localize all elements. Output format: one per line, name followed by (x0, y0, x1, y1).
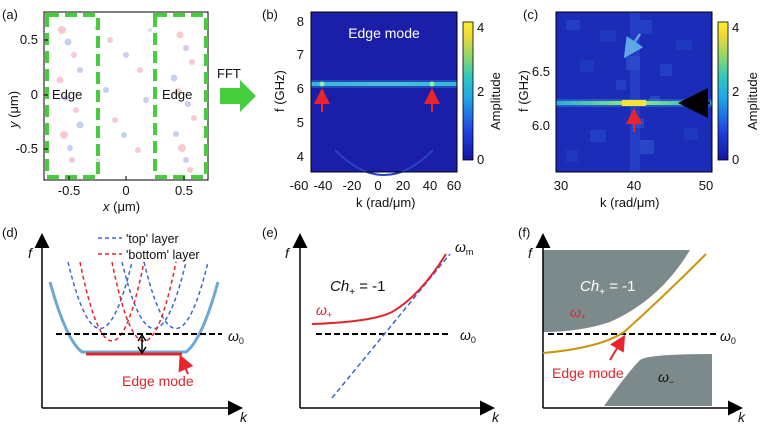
a-xtick: 0.5 (175, 183, 193, 198)
c-xtick: 30 (554, 178, 568, 193)
d-bottom-parabolas (79, 261, 177, 342)
d-bulk-band (48, 281, 220, 354)
f-omega-plus-label: ω+ (570, 304, 586, 322)
panel-a-label: (a) (2, 7, 18, 22)
b-xtick: -20 (343, 178, 362, 193)
panel-e: (e) f k Ch+ = -1 ω0 ωm ω+ (262, 225, 500, 425)
f-upper-band-region (543, 250, 690, 332)
panel-b-label: (b) (262, 7, 278, 22)
b-xtick: 40 (423, 178, 437, 193)
panel-d-label: (d) (2, 225, 18, 240)
c-xtick: 50 (699, 178, 713, 193)
e-omega-plus-label: ω+ (316, 302, 332, 320)
b-hotspot-right (429, 81, 435, 87)
b-colorbar (462, 21, 474, 161)
b-ytick: 6 (297, 81, 304, 96)
b-cbar-tick: 4 (477, 20, 484, 35)
b-xtick: 20 (396, 178, 410, 193)
f-omega-minus-label: ω− (658, 369, 674, 387)
b-xtick: -40 (314, 178, 333, 193)
e-chern-label: Ch+ = -1 (330, 278, 385, 298)
panel-c: (c) 6.5 6.0 f (GHz) 30 40 5 (516, 7, 760, 210)
c-cbar-tick: 4 (732, 20, 739, 35)
panel-d: (d) f k 'top' layer 'bottom' layer ω0 (2, 225, 248, 425)
a-ylabel: y (μm) (6, 91, 21, 129)
c-lightblue-arrow (623, 33, 644, 59)
d-f-label: f (28, 245, 34, 261)
b-cbar-tick: 0 (477, 152, 484, 167)
panel-f-label: (f) (518, 225, 530, 240)
d-edge-mode-arrow (178, 354, 194, 375)
b-title: Edge mode (348, 25, 420, 41)
b-ylabel: f (GHz) (272, 70, 287, 112)
panel-a: (a) Edge Edge (2, 7, 209, 214)
f-omega0-label: ω0 (720, 328, 736, 346)
c-ylabel: f (GHz) (516, 70, 531, 112)
f-f-label: f (528, 245, 534, 261)
e-f-label: f (285, 245, 291, 261)
c-ytick: 6.0 (532, 118, 550, 133)
c-xtick: 40 (627, 178, 641, 193)
c-xlabel: k (rad/μm) (600, 195, 660, 210)
panel-b: (b) Edge mode 8 7 6 5 4 f (GHz) -60 -40 … (262, 7, 503, 210)
e-k-label: k (492, 409, 500, 425)
a-ytick: 0.5 (20, 32, 38, 47)
panel-a-frame (43, 11, 209, 181)
f-edge-mode-curve (542, 253, 707, 354)
a-ytick: 0 (31, 87, 38, 102)
c-colorbar (717, 21, 729, 161)
b-bulk-parabola (334, 149, 434, 176)
b-ytick: 5 (297, 115, 304, 130)
b-ytick: 8 (297, 14, 304, 29)
f-edge-mode-arrow (609, 334, 626, 361)
a-xtick: 0 (122, 183, 129, 198)
b-hotspot-left (319, 81, 325, 87)
edge-label-left: Edge (52, 87, 82, 102)
d-edge-mode-label: Edge mode (122, 373, 194, 389)
b-ytick: 4 (297, 149, 304, 164)
f-chern-label: Ch+ = -1 (580, 278, 635, 298)
c-cbar-tick: 2 (732, 84, 739, 99)
c-colorbar-label: Amplitude (745, 72, 760, 130)
b-xlabel: k (rad/μm) (356, 195, 416, 210)
d-k-label: k (240, 409, 248, 425)
b-colorbar-label: Amplitude (488, 72, 503, 130)
panel-c-label: (c) (523, 7, 538, 22)
c-hotspot (622, 100, 646, 106)
c-ytick: 6.5 (532, 64, 550, 79)
edge-box-right (153, 13, 208, 179)
b-cbar-tick: 2 (477, 84, 484, 99)
fft-label: FFT (217, 66, 241, 81)
e-omega0-label: ω0 (460, 327, 476, 345)
a-ytick: -0.5 (16, 141, 38, 156)
f-k-label: k (738, 409, 746, 425)
b-xtick: 60 (447, 178, 461, 193)
b-xtick: 0 (374, 178, 381, 193)
b-ytick: 7 (297, 47, 304, 62)
d-omega0-label: ω0 (228, 328, 244, 346)
f-edge-mode-label: Edge mode (552, 365, 624, 381)
edge-label-right: Edge (162, 87, 192, 102)
a-xlabel: x (μm) (102, 199, 140, 214)
panel-f: (f) f k Ch+ = -1 ω+ ω0 Edge mode ω− (518, 225, 746, 425)
a-xtick: -0.5 (58, 183, 80, 198)
edge-box-left (45, 13, 100, 179)
b-xtick: -60 (290, 178, 309, 193)
fft-arrow-shape (220, 80, 256, 112)
c-cbar-tick: 0 (732, 152, 739, 167)
e-omega-plus-curve (311, 253, 447, 325)
fft-arrow: FFT (217, 66, 256, 112)
panel-e-label: (e) (262, 225, 278, 240)
d-top-parabolas (67, 261, 209, 329)
e-omega-m-label: ωm (455, 239, 473, 257)
d-legend-top: 'top' layer (126, 232, 179, 246)
d-legend-bottom: 'bottom' layer (126, 248, 200, 262)
f-lower-band-region (604, 354, 712, 406)
b-edge-band (311, 82, 457, 86)
